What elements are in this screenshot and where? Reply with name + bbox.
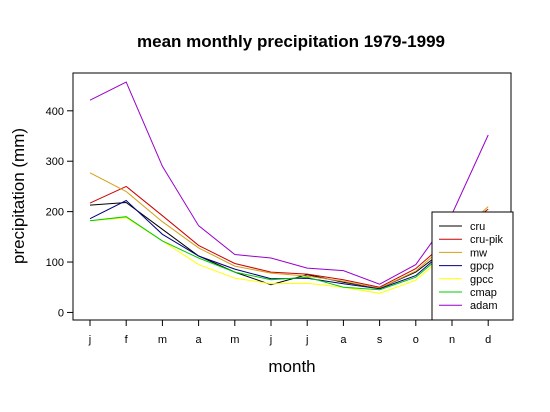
x-tick-label: a <box>196 334 203 346</box>
y-tick-label: 300 <box>46 156 64 168</box>
x-tick-label: m <box>158 334 167 346</box>
x-tick-label: d <box>485 334 491 346</box>
y-tick-label: 400 <box>46 106 64 118</box>
y-tick-label: 100 <box>46 257 64 269</box>
x-tick-label: j <box>269 334 272 346</box>
x-tick-label: j <box>305 334 308 346</box>
series-line-cru <box>89 201 489 289</box>
legend-label-cru: cru <box>470 221 485 233</box>
x-tick-label: o <box>413 334 419 346</box>
legend-label-cmap: cmap <box>470 287 497 299</box>
legend-label-adam: adam <box>470 300 498 312</box>
series-layer <box>89 81 489 294</box>
x-tick-label: j <box>88 334 91 346</box>
x-tick-label: s <box>377 334 383 346</box>
y-axis-label: precipitation (mm) <box>9 128 28 264</box>
legend-label-mw: mw <box>470 247 487 259</box>
series-line-cmap <box>89 216 489 291</box>
legend-label-cru-pik: cru-pik <box>470 234 504 246</box>
chart-title: mean monthly precipitation 1979-1999 <box>137 32 445 51</box>
x-tick-label: n <box>449 334 455 346</box>
y-tick-label: 200 <box>46 207 64 219</box>
y-axis: 0 100 200 300 400 <box>46 106 74 319</box>
y-tick-label: 0 <box>58 307 64 319</box>
x-tick-label: a <box>340 334 347 346</box>
series-line-mw <box>89 172 489 289</box>
series-line-adam <box>89 81 489 285</box>
legend-label-gpcp: gpcp <box>470 261 494 273</box>
x-tick-label: f <box>125 334 129 346</box>
series-line-cru-pik <box>89 185 489 288</box>
legend-label-gpcc: gpcc <box>470 274 494 286</box>
x-axis-label: month <box>268 357 315 376</box>
x-tick-label: m <box>230 334 239 346</box>
